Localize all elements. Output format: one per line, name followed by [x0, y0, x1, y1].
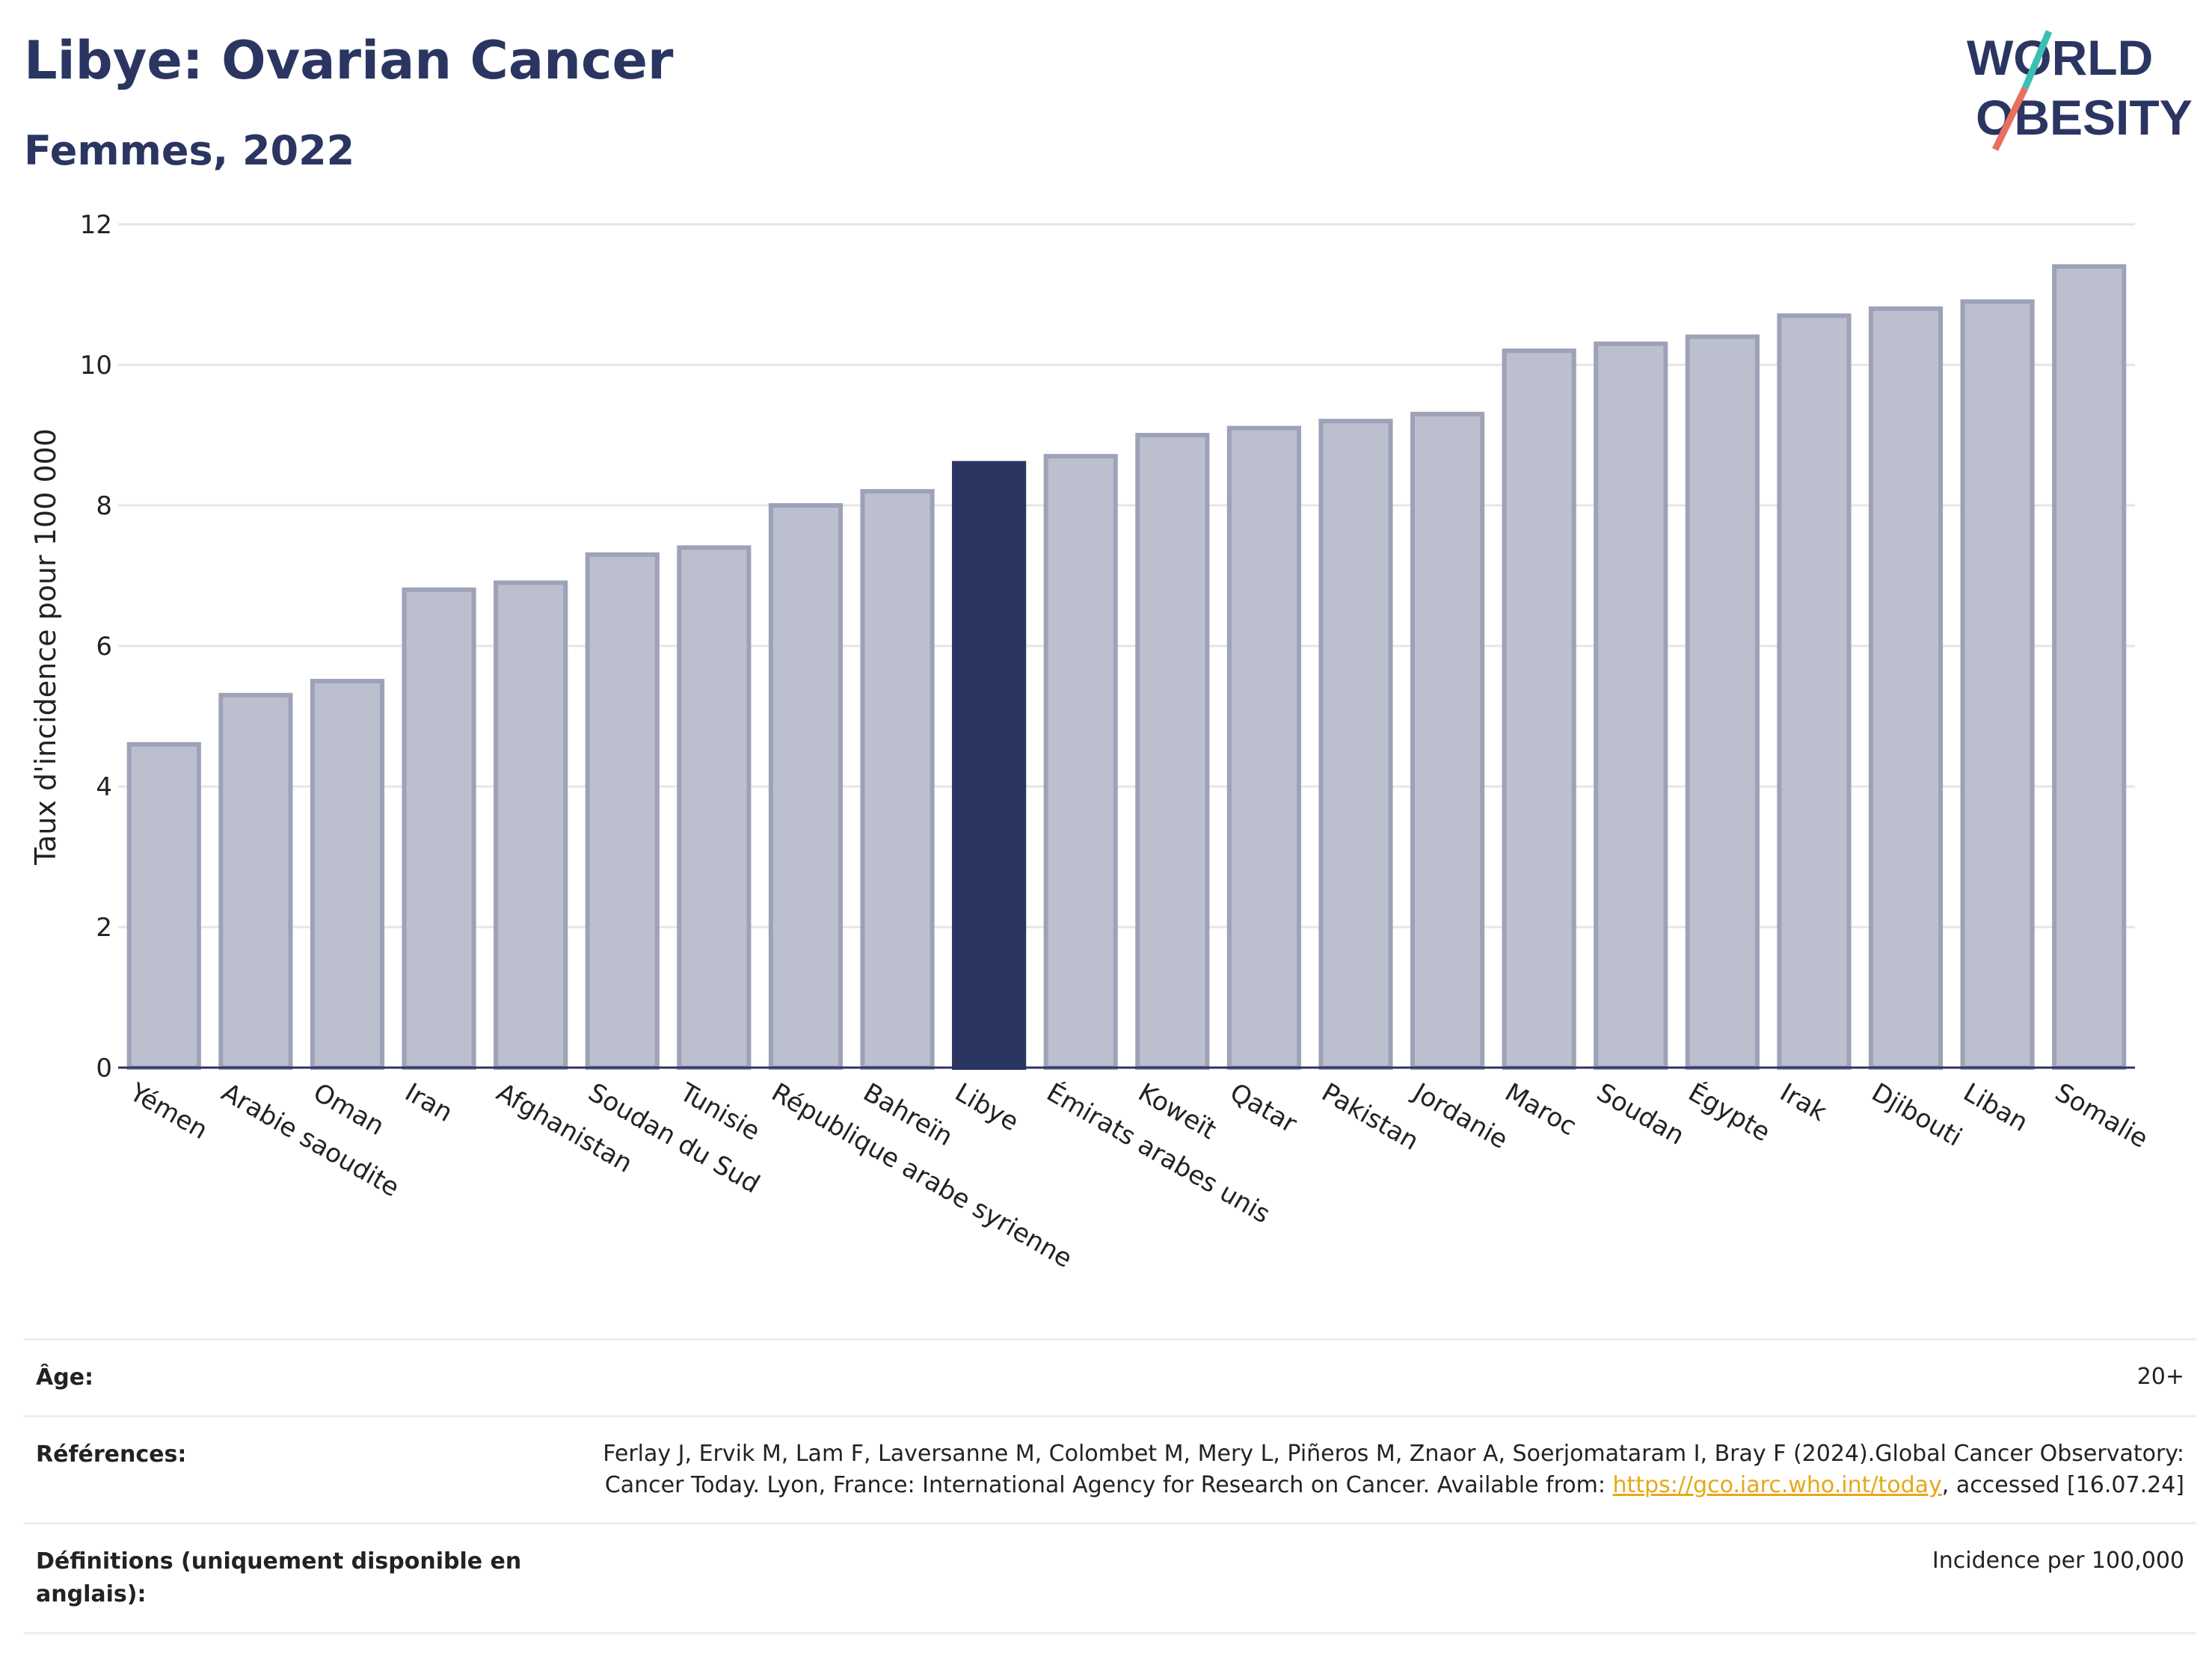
x-tick-label: Yémen: [124, 1077, 213, 1146]
definitions-label: Définitions (uniquement disponible en an…: [36, 1548, 522, 1607]
page-title: Libye: Ovarian Cancer: [24, 30, 674, 91]
bar[interactable]: [1594, 341, 1668, 1071]
references-tail: , accessed [16.07.24]: [1941, 1472, 2184, 1498]
bar[interactable]: [860, 489, 935, 1070]
y-tick-label: 12: [80, 210, 112, 240]
y-tick-label: 8: [96, 491, 112, 521]
x-tick-label: Pakistan: [1316, 1077, 1423, 1157]
x-tick-label: Qatar: [1225, 1077, 1302, 1139]
bar[interactable]: [218, 692, 293, 1070]
x-tick-label: Somalie: [2050, 1077, 2153, 1154]
y-tick-label: 6: [96, 632, 112, 662]
bar[interactable]: [310, 679, 385, 1070]
bar[interactable]: [1043, 454, 1118, 1070]
x-tick-label: Libye: [950, 1077, 1024, 1137]
age-value: 20+: [2136, 1364, 2184, 1390]
logo-line-1: WORLD: [1967, 30, 2153, 85]
bar[interactable]: [1135, 433, 1210, 1070]
logo-slash-red: [1991, 87, 2029, 151]
bar[interactable]: [1410, 411, 1485, 1070]
y-tick-label: 4: [96, 772, 112, 802]
logo-slash-teal: [2021, 30, 2053, 90]
bars: [126, 264, 2127, 1071]
definitions-value: Incidence per 100,000: [1932, 1548, 2184, 1574]
y-tick-labels: 0 2 4 6 8 10 12: [80, 210, 112, 1083]
bar[interactable]: [1318, 419, 1393, 1070]
bar[interactable]: [1226, 425, 1301, 1071]
bar[interactable]: [2052, 264, 2127, 1070]
references-label: Références:: [36, 1441, 187, 1468]
bar[interactable]: [768, 503, 844, 1070]
references-value: Ferlay J, Ervik M, Lam F, Laversanne M, …: [577, 1438, 2184, 1501]
bar[interactable]: [126, 742, 201, 1070]
y-tick-label: 0: [96, 1053, 112, 1083]
metadata-table: Âge: 20+ Références: Ferlay J, Ervik M, …: [24, 1338, 2196, 1634]
bar[interactable]: [1868, 306, 1944, 1071]
bar[interactable]: [585, 552, 660, 1070]
x-tick-label: Djibouti: [1867, 1077, 1967, 1153]
bar[interactable]: [494, 580, 568, 1070]
x-tick-label: Soudan: [1591, 1077, 1689, 1151]
bar[interactable]: [1685, 334, 1760, 1070]
bar[interactable]: [1777, 313, 1852, 1070]
x-tick-label: Maroc: [1500, 1077, 1582, 1142]
x-tick-label: Liban: [1958, 1077, 2033, 1138]
bar[interactable]: [1960, 299, 2035, 1070]
references-link[interactable]: https://gco.iarc.who.int/today: [1612, 1472, 1942, 1498]
age-label: Âge:: [36, 1364, 94, 1391]
x-tick-label: Égypte: [1683, 1077, 1776, 1148]
x-tick-label: Jordanie: [1407, 1077, 1513, 1155]
world-obesity-logo: WORLD OBESITY: [1967, 30, 2193, 151]
references-row: Références: Ferlay J, Ervik M, Lam F, La…: [24, 1415, 2196, 1522]
bar[interactable]: [402, 587, 476, 1070]
y-tick-label: 2: [96, 913, 112, 943]
age-row: Âge: 20+: [24, 1338, 2196, 1415]
x-tick-label: Arabie saoudite: [216, 1077, 404, 1203]
references-text: Ferlay J, Ervik M, Lam F, Laversanne M, …: [603, 1441, 2184, 1498]
bar[interactable]: [1502, 348, 1576, 1070]
definitions-row: Définitions (uniquement disponible en an…: [24, 1522, 2196, 1634]
y-tick-label: 10: [80, 351, 112, 381]
bar[interactable]: [952, 461, 1027, 1071]
page-subtitle: Femmes, 2022: [24, 127, 355, 174]
x-tick-label: Iran: [400, 1077, 458, 1128]
y-axis-label: Taux d'incidence pour 100 000: [29, 428, 62, 866]
bar[interactable]: [677, 545, 752, 1070]
x-tick-label: Irak: [1775, 1077, 1831, 1127]
